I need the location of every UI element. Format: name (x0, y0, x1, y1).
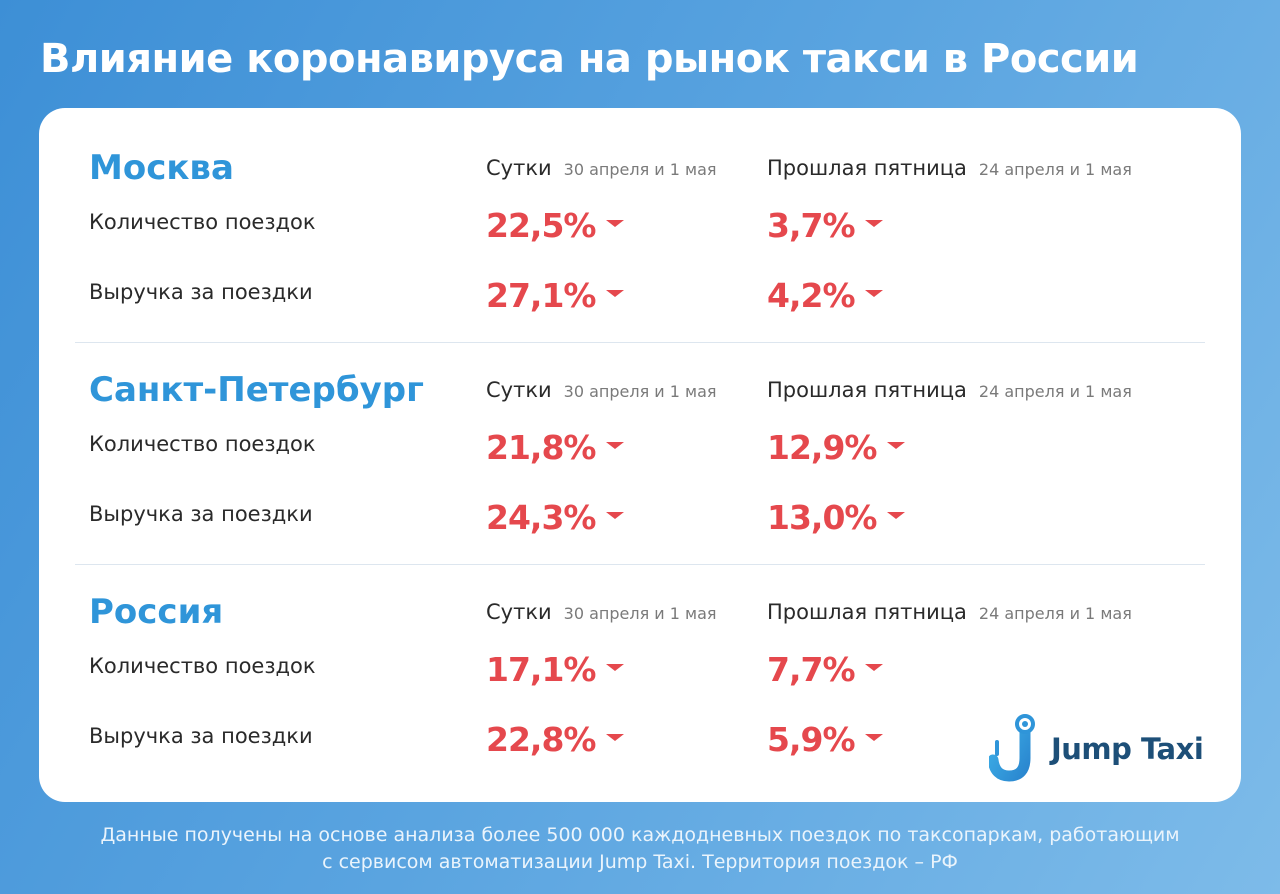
column-dates: 30 апреля и 1 мая (563, 382, 717, 401)
jump-taxi-logo-icon (989, 714, 1035, 782)
revenue-day-value: 24,3% (486, 498, 624, 537)
triangle-down-icon (605, 220, 624, 227)
row-label-trips: Количество поездок (89, 432, 316, 456)
column-label: Прошлая пятница (767, 600, 967, 624)
region-title: Санкт-Петербург (89, 370, 424, 410)
column-dates: 24 апреля и 1 мая (978, 160, 1132, 179)
revenue-friday-value: 13,0% (767, 498, 905, 537)
region-section-spb: Санкт-Петербург Сутки 30 апреля и 1 мая П… (39, 330, 1241, 552)
revenue-friday-value: 5,9% (767, 720, 883, 759)
trips-friday-value: 12,9% (767, 428, 905, 467)
triangle-down-icon (864, 290, 883, 297)
trips-friday-value: 7,7% (767, 650, 883, 689)
value-text: 21,8% (486, 428, 596, 467)
value-text: 7,7% (767, 650, 856, 689)
column-label: Сутки (486, 156, 552, 180)
value-text: 24,3% (486, 498, 596, 537)
column-dates: 24 апреля и 1 мая (978, 604, 1132, 623)
value-text: 4,2% (767, 276, 856, 315)
revenue-friday-value: 4,2% (767, 276, 883, 315)
revenue-day-value: 22,8% (486, 720, 624, 759)
revenue-day-value: 27,1% (486, 276, 624, 315)
region-title: Россия (89, 592, 224, 632)
section-divider (75, 564, 1205, 565)
trips-day-value: 22,5% (486, 206, 624, 245)
trips-day-value: 21,8% (486, 428, 624, 467)
value-text: 22,5% (486, 206, 596, 245)
section-divider (75, 342, 1205, 343)
column-label: Сутки (486, 378, 552, 402)
column-header-day: Сутки 30 апреля и 1 мая (486, 156, 717, 180)
value-text: 13,0% (767, 498, 877, 537)
value-text: 3,7% (767, 206, 856, 245)
region-section-russia: Россия Сутки 30 апреля и 1 мая Прошлая пя… (39, 552, 1241, 774)
value-text: 5,9% (767, 720, 856, 759)
stats-card: Москва Сутки 30 апреля и 1 мая Прошлая пя… (39, 108, 1241, 802)
triangle-down-icon (886, 442, 905, 449)
trips-friday-value: 3,7% (767, 206, 883, 245)
logo-text: Jump Taxi (1051, 732, 1204, 766)
column-header-friday: Прошлая пятница 24 апреля и 1 мая (767, 156, 1132, 180)
triangle-down-icon (864, 664, 883, 671)
triangle-down-icon (605, 734, 624, 741)
row-label-trips: Количество поездок (89, 210, 316, 234)
value-text: 27,1% (486, 276, 596, 315)
column-header-friday: Прошлая пятница 24 апреля и 1 мая (767, 600, 1132, 624)
row-label-revenue: Выручка за поездки (89, 502, 313, 526)
triangle-down-icon (864, 220, 883, 227)
column-header-friday: Прошлая пятница 24 апреля и 1 мая (767, 378, 1132, 402)
footer-note: Данные получены на основе анализа более … (0, 822, 1280, 876)
triangle-down-icon (605, 664, 624, 671)
region-title: Москва (89, 148, 234, 188)
page-title: Влияние коронавируса на рынок такси в Ро… (40, 36, 1139, 82)
column-header-day: Сутки 30 апреля и 1 мая (486, 378, 717, 402)
row-label-revenue: Выручка за поездки (89, 280, 313, 304)
value-text: 22,8% (486, 720, 596, 759)
row-label-revenue: Выручка за поездки (89, 724, 313, 748)
column-dates: 24 апреля и 1 мая (978, 382, 1132, 401)
region-section-moscow: Москва Сутки 30 апреля и 1 мая Прошлая пя… (39, 108, 1241, 330)
jump-taxi-logo: Jump Taxi (989, 714, 1209, 784)
triangle-down-icon (605, 512, 624, 519)
footer-line-1: Данные получены на основе анализа более … (100, 824, 1180, 846)
triangle-down-icon (886, 512, 905, 519)
triangle-down-icon (605, 442, 624, 449)
column-header-day: Сутки 30 апреля и 1 мая (486, 600, 717, 624)
column-dates: 30 апреля и 1 мая (563, 604, 717, 623)
column-label: Прошлая пятница (767, 378, 967, 402)
footer-line-2: с сервисом автоматизации Jump Taxi. Терр… (322, 851, 958, 873)
trips-day-value: 17,1% (486, 650, 624, 689)
column-label: Сутки (486, 600, 552, 624)
value-text: 17,1% (486, 650, 596, 689)
triangle-down-icon (605, 290, 624, 297)
value-text: 12,9% (767, 428, 877, 467)
row-label-trips: Количество поездок (89, 654, 316, 678)
column-dates: 30 апреля и 1 мая (563, 160, 717, 179)
triangle-down-icon (864, 734, 883, 741)
column-label: Прошлая пятница (767, 156, 967, 180)
